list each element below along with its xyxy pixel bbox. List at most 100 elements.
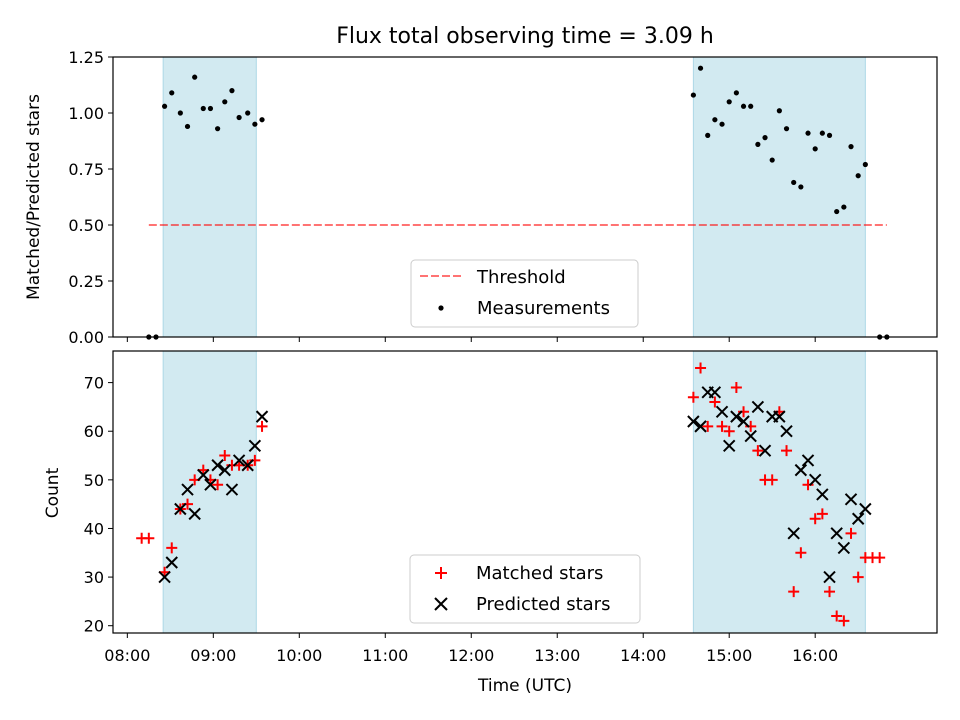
- predicted-star-point: [837, 541, 851, 555]
- measurement-point: [169, 90, 175, 96]
- predicted-star-point: [211, 459, 224, 472]
- matched-star-point: [845, 527, 857, 539]
- top-x-ticks: [126, 337, 816, 342]
- chart-title: Flux total observing time = 3.09 h: [336, 24, 714, 49]
- x-tick-label: 13:00: [534, 646, 580, 665]
- measurement-point: [826, 132, 833, 138]
- measurement-point: [791, 179, 797, 186]
- x-tick-label: 08:00: [104, 646, 150, 665]
- predicted-star-point: [801, 454, 815, 467]
- matched-star-point: [212, 479, 224, 491]
- x-tick-label: 12:00: [448, 646, 494, 665]
- predicted-star-point: [851, 512, 865, 525]
- y-tick-label: 1.25: [68, 48, 104, 67]
- matched-star-point: [824, 586, 836, 598]
- predicted-star-point: [844, 493, 858, 506]
- predicted-star-point: [823, 570, 836, 584]
- y-tick-label: 40: [84, 519, 104, 538]
- top-legend-box: [410, 259, 639, 328]
- bottom-y-ticks: 20 30 40 50 60 70: [84, 374, 113, 636]
- y-tick-label: 50: [84, 471, 104, 490]
- matched-star-point: [874, 552, 886, 564]
- measurement-point: [705, 132, 711, 138]
- measurement-point: [748, 103, 754, 109]
- measurement-point: [812, 146, 818, 152]
- x-tick-label: 10:00: [276, 646, 322, 665]
- matched-star-point: [687, 391, 699, 403]
- measurement-point: [755, 141, 761, 147]
- predicted-star-point: [158, 570, 171, 584]
- matched-star-point: [716, 420, 728, 432]
- predicted-stars-points: [158, 386, 872, 584]
- matched-star-point: [795, 547, 807, 559]
- measurement-point: [245, 110, 251, 116]
- matched-star-point: [702, 420, 714, 432]
- measurements-legend-label: Measurements: [477, 298, 610, 319]
- predicted-star-point: [730, 410, 743, 423]
- shaded-band-0: [162, 350, 257, 634]
- predicted-star-point: [181, 483, 194, 496]
- measurement-point: [697, 65, 704, 71]
- measurement-point: [719, 121, 725, 127]
- measurement-point: [200, 105, 206, 112]
- predicted-star-point: [174, 502, 187, 516]
- y-tick-label: 70: [84, 374, 104, 393]
- predicted-star-point: [708, 386, 722, 399]
- predicted-star-point: [218, 463, 231, 477]
- matched-star-point: [831, 610, 843, 622]
- x-tick-label: 11:00: [362, 646, 408, 665]
- predicted-star-point: [241, 459, 254, 472]
- y-tick-label: 20: [84, 617, 104, 636]
- y-tick-label: 0.00: [68, 328, 104, 347]
- x-axis-label: Time (UTC): [477, 676, 572, 696]
- predicted-star-point: [232, 454, 246, 467]
- matched-star-point: [695, 362, 707, 374]
- x-tick-label: 14:00: [620, 646, 666, 665]
- measurement-point: [252, 121, 258, 127]
- measurement-point: [805, 130, 811, 136]
- bottom-legend-box: [409, 554, 641, 624]
- predicted-star-point: [737, 415, 750, 428]
- predicted-legend-label: Predicted stars: [476, 594, 610, 615]
- bottom-y-axis-label: Count: [43, 467, 63, 518]
- measurement-point: [740, 103, 747, 109]
- predicted-star-point: [744, 429, 757, 443]
- y-tick-label: 0.25: [68, 272, 104, 291]
- predicted-star-point: [830, 527, 843, 540]
- top-panel: 0.00 0.25 0.50 0.75 1.00 1.25 Matched/Predict…: [24, 48, 938, 347]
- measurement-point: [207, 105, 214, 112]
- x-tick-label: 15:00: [706, 646, 752, 665]
- measurement-point: [862, 161, 868, 168]
- measurement-point: [222, 99, 228, 105]
- shaded-band-0: [162, 56, 257, 338]
- measurement-point: [769, 157, 775, 163]
- bottom-legend: Matched stars Predicted stars: [409, 554, 641, 624]
- predicted-star-point: [225, 483, 239, 496]
- measurement-point: [726, 99, 732, 105]
- measurement-point: [161, 103, 168, 109]
- predicted-star-point: [794, 463, 808, 477]
- measurement-point: [783, 126, 790, 132]
- predicted-star-point: [816, 488, 829, 501]
- predicted-star-point: [255, 410, 269, 423]
- measurement-point: [184, 123, 191, 130]
- matched-star-point: [166, 542, 178, 554]
- measurement-point: [192, 74, 198, 80]
- predicted-star-point: [188, 507, 201, 521]
- predicted-star-point: [687, 415, 700, 428]
- top-legend: Threshold Measurements: [410, 259, 639, 328]
- y-tick-label: 1.00: [68, 104, 104, 123]
- measurement-point: [712, 117, 718, 123]
- matched-legend-label: Matched stars: [476, 563, 603, 584]
- matched-star-point: [752, 445, 764, 457]
- predicted-star-point: [197, 468, 210, 482]
- predicted-star-point: [723, 439, 736, 453]
- measurement-point: [776, 108, 782, 114]
- measurement-point: [819, 130, 825, 136]
- measurement-point: [236, 114, 242, 121]
- predicted-star-point: [758, 444, 772, 457]
- predicted-star-point: [165, 556, 178, 569]
- measurement-point: [848, 144, 854, 150]
- matched-star-point: [709, 396, 721, 408]
- x-tick-label: 09:00: [190, 646, 236, 665]
